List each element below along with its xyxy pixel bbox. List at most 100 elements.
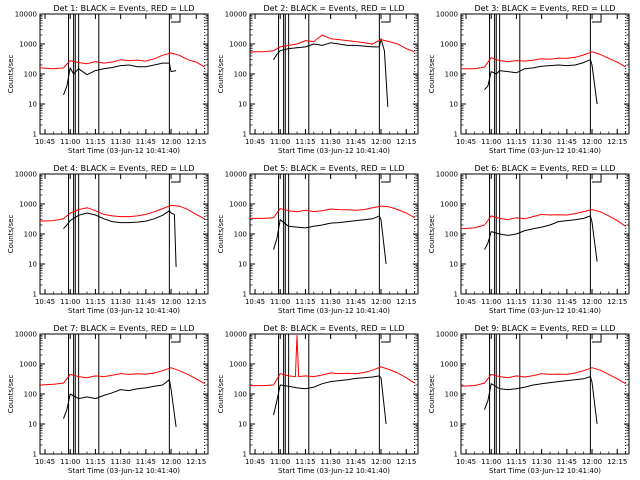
lld-series-line (39, 367, 205, 386)
events-series-line (484, 215, 598, 262)
x-tick-label: 11:30 (321, 138, 341, 146)
y-tick-label: 10 (449, 421, 458, 429)
x-axis-label: Start Time (03-Jun-12 10:41:40) (278, 307, 390, 315)
y-tick-label: 10 (28, 261, 37, 269)
x-tick-label: 11:30 (532, 138, 552, 146)
x-tick-label: 11:00 (60, 138, 80, 146)
x-tick-label: 11:00 (481, 298, 501, 306)
lld-series-line (460, 209, 626, 230)
y-tick-label: 1 (243, 291, 247, 299)
plot-frame (249, 333, 419, 455)
x-tick-label: 11:30 (321, 458, 341, 466)
y-tick-label: 1000 (19, 361, 37, 369)
lld-series-line (39, 52, 205, 70)
y-tick-label: 1 (454, 451, 458, 459)
y-axis-label: Counts/sec (428, 375, 436, 414)
events-series-line (273, 215, 387, 265)
y-tick-label: 10 (238, 421, 247, 429)
y-tick-label: 1 (243, 131, 247, 139)
x-tick-label: 11:30 (321, 298, 341, 306)
plot-frame (39, 333, 209, 455)
x-tick-label: 11:15 (506, 298, 526, 306)
y-tick-label: 1000 (440, 41, 458, 49)
x-tick-label: 12:15 (186, 298, 206, 306)
panel-title: Det 7: BLACK = Events, RED = LLD (54, 324, 195, 333)
y-tick-label: 10000 (436, 11, 458, 19)
y-axis-label: Counts/sec (7, 55, 15, 94)
x-tick-label: 12:15 (607, 138, 627, 146)
x-tick-label: 12:15 (186, 458, 206, 466)
y-tick-label: 100 (24, 391, 37, 399)
x-tick-label: 11:00 (270, 458, 290, 466)
panel-title: Det 9: BLACK = Events, RED = LLD (475, 324, 616, 333)
y-tick-label: 10 (238, 101, 247, 109)
lld-series-line (39, 204, 205, 222)
x-tick-label: 11:30 (532, 458, 552, 466)
x-tick-label: 11:45 (346, 138, 366, 146)
panel-title: Det 8: BLACK = Events, RED = LLD (264, 324, 405, 333)
x-tick-label: 10:45 (245, 298, 265, 306)
x-tick-label: 12:00 (161, 298, 181, 306)
x-tick-label: 12:00 (582, 458, 602, 466)
y-tick-label: 100 (445, 71, 458, 79)
events-series-line (273, 375, 387, 425)
y-tick-label: 10000 (225, 171, 247, 179)
plot-frame (460, 333, 630, 455)
x-tick-label: 10:45 (35, 298, 55, 306)
x-tick-label: 11:15 (85, 298, 105, 306)
x-tick-label: 11:15 (506, 458, 526, 466)
marker-step (592, 14, 602, 23)
marker-step (171, 174, 181, 183)
x-tick-label: 12:15 (396, 138, 416, 146)
y-tick-label: 10 (238, 261, 247, 269)
x-tick-label: 10:45 (245, 138, 265, 146)
y-tick-label: 10000 (436, 171, 458, 179)
x-tick-label: 12:15 (396, 458, 416, 466)
panel-title: Det 4: BLACK = Events, RED = LLD (54, 164, 195, 173)
x-tick-label: 11:00 (270, 138, 290, 146)
plot-frame (249, 13, 419, 135)
x-axis-label: Start Time (03-Jun-12 10:41:40) (278, 147, 390, 155)
x-tick-label: 11:45 (136, 458, 156, 466)
x-tick-label: 11:45 (557, 458, 577, 466)
x-tick-label: 11:45 (136, 298, 156, 306)
plot-frame (249, 173, 419, 295)
x-tick-label: 12:15 (607, 298, 627, 306)
x-tick-label: 10:45 (456, 298, 476, 306)
x-tick-label: 12:15 (396, 298, 416, 306)
x-tick-label: 11:15 (295, 458, 315, 466)
y-tick-label: 10000 (225, 331, 247, 339)
x-tick-label: 11:45 (346, 298, 366, 306)
plot-frame (460, 173, 630, 295)
lld-series-line (250, 205, 415, 219)
panel-title: Det 6: BLACK = Events, RED = LLD (475, 164, 616, 173)
x-tick-label: 10:45 (245, 458, 265, 466)
x-tick-label: 11:15 (295, 298, 315, 306)
y-tick-label: 100 (234, 391, 247, 399)
y-tick-label: 100 (445, 231, 458, 239)
x-axis-label: Start Time (03-Jun-12 10:41:40) (489, 147, 601, 155)
x-tick-label: 11:45 (557, 298, 577, 306)
y-tick-label: 1 (33, 131, 37, 139)
x-tick-label: 11:15 (85, 458, 105, 466)
x-axis-label: Start Time (03-Jun-12 10:41:40) (489, 467, 601, 475)
x-tick-label: 11:30 (111, 138, 131, 146)
marker-step (381, 14, 391, 23)
y-tick-label: 100 (24, 231, 37, 239)
x-tick-label: 11:15 (85, 138, 105, 146)
y-tick-label: 10 (28, 101, 37, 109)
y-tick-label: 10000 (15, 11, 37, 19)
x-axis-label: Start Time (03-Jun-12 10:41:40) (68, 307, 180, 315)
y-axis-label: Counts/sec (217, 375, 225, 414)
x-tick-label: 12:15 (607, 458, 627, 466)
y-tick-label: 10 (449, 261, 458, 269)
x-tick-label: 11:00 (481, 458, 501, 466)
plot-frame (39, 13, 209, 135)
panel-title: Det 2: BLACK = Events, RED = LLD (264, 4, 405, 13)
marker-step (381, 174, 391, 183)
y-axis-label: Counts/sec (217, 215, 225, 254)
x-tick-label: 12:15 (186, 138, 206, 146)
y-axis-label: Counts/sec (428, 55, 436, 94)
x-tick-label: 12:00 (161, 138, 181, 146)
x-tick-label: 11:00 (60, 298, 80, 306)
